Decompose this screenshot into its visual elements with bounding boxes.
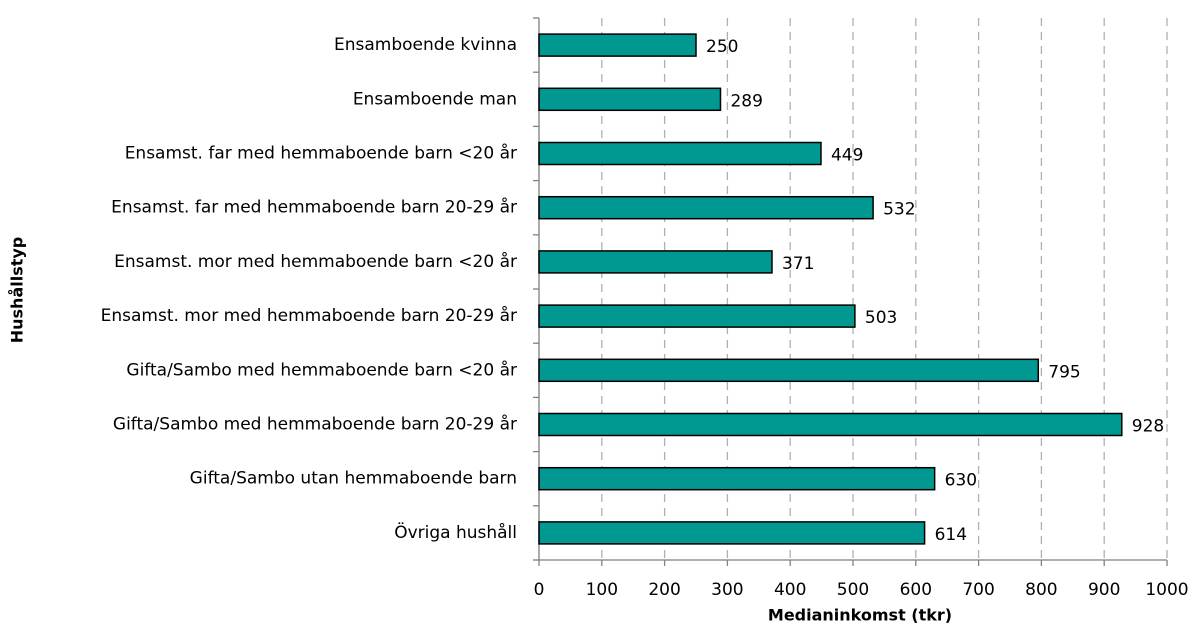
x-tick-label: 800 <box>1025 580 1057 600</box>
y-tick-label: Ensamboende man <box>353 89 517 109</box>
y-tick-label: Ensamst. far med hemmaboende barn 20-29 … <box>111 197 517 218</box>
y-axis-label: Hushållstyp <box>8 237 27 344</box>
y-tick-label: Övriga hushåll <box>394 521 517 543</box>
value-label: 250 <box>706 37 738 57</box>
x-tick-label: 700 <box>962 580 994 600</box>
y-tick-label: Ensamst. mor med hemmaboende barn 20-29 … <box>101 305 517 326</box>
bar <box>538 521 926 545</box>
x-tick-label: 600 <box>900 580 932 600</box>
bar <box>538 87 722 112</box>
y-tick-label: Gifta/Sambo utan hemmaboende barn <box>190 469 517 489</box>
value-label: 371 <box>782 254 814 274</box>
x-tick-label: 300 <box>711 580 743 600</box>
value-label: 614 <box>935 525 967 545</box>
value-label: 795 <box>1048 362 1080 382</box>
value-label: 449 <box>831 146 863 166</box>
value-label: 532 <box>883 200 915 220</box>
y-tick-label: Ensamboende kvinna <box>334 35 517 55</box>
x-tick-label: 900 <box>1088 580 1120 600</box>
bar <box>538 141 822 166</box>
x-tick-label: 500 <box>837 580 869 600</box>
x-tick-label: 1000 <box>1145 580 1188 600</box>
value-label: 289 <box>730 91 762 111</box>
value-label: 630 <box>945 471 977 491</box>
x-axis-label: Medianinkomst (tkr) <box>768 606 952 625</box>
bar <box>538 466 936 491</box>
y-tick-label: Gifta/Sambo med hemmaboende barn <20 år <box>126 359 517 380</box>
x-tick-label: 0 <box>534 580 545 600</box>
bar <box>538 304 856 328</box>
bar <box>538 250 773 274</box>
x-tick-label: 100 <box>586 580 618 600</box>
bar <box>538 33 697 57</box>
x-tick-label: 400 <box>774 580 806 600</box>
value-label: 503 <box>865 308 897 328</box>
y-tick-label: Ensamst. mor med hemmaboende barn <20 år <box>114 251 517 272</box>
bar <box>538 195 874 220</box>
value-label: 928 <box>1132 417 1164 437</box>
bar <box>538 412 1123 437</box>
y-tick-label: Ensamst. far med hemmaboende barn <20 år <box>125 143 517 164</box>
y-tick-label: Gifta/Sambo med hemmaboende barn 20-29 å… <box>113 414 517 435</box>
x-tick-label: 200 <box>648 580 680 600</box>
bar <box>538 358 1040 383</box>
